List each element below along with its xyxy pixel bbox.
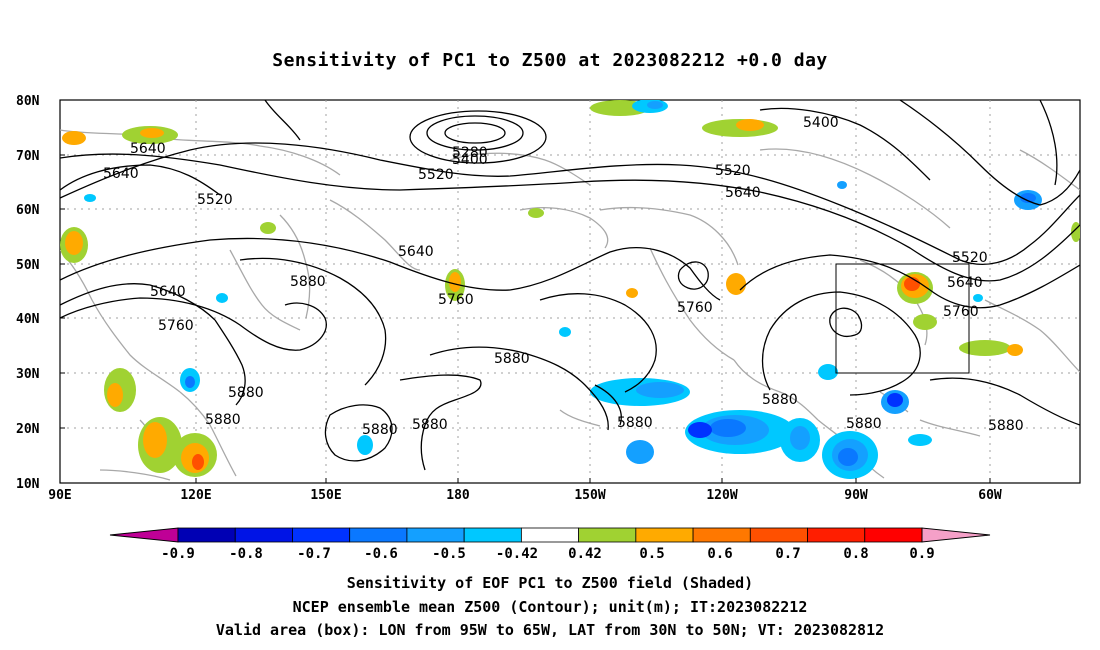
colorbar-cell: [234, 527, 293, 543]
caption-shading: Sensitivity of EOF PC1 to Z500 field (Sh…: [346, 574, 754, 592]
contour-label: 5880: [494, 351, 530, 367]
colorbar-tick-label: -0.8: [229, 546, 263, 562]
colorbar-cell: [520, 527, 580, 543]
coastlines: [60, 129, 1080, 481]
contour-label: 5640: [103, 166, 139, 182]
contour-label: 5520: [952, 250, 988, 266]
contour-label: 5640: [725, 185, 761, 201]
colorbar-left-arrow: [109, 527, 179, 543]
lon-label: 90W: [844, 488, 868, 503]
contour-label: 5760: [943, 304, 979, 320]
lat-label: 60N: [16, 203, 40, 218]
colorbar-tick-label: -0.5: [432, 546, 466, 562]
contour-label: 5880: [412, 417, 448, 433]
contour-label: 5640: [398, 244, 434, 260]
colorbar-tick-label: 0.9: [909, 546, 934, 562]
colorbar-tick-label: 0.42: [568, 546, 602, 562]
contour-label: 5520: [715, 163, 751, 179]
contour-label: 5880: [228, 385, 264, 401]
colorbar-cell: [807, 527, 866, 543]
lon-label: 120W: [706, 488, 737, 503]
colorbar-tick-label: 0.7: [775, 546, 800, 562]
lat-label: 70N: [16, 149, 40, 164]
lat-label: 30N: [16, 367, 40, 382]
colorbar-cell: [177, 527, 236, 543]
colorbar-cell: [463, 527, 522, 543]
contour-label: 5880: [762, 392, 798, 408]
contour-label: 5640: [947, 275, 983, 291]
longitude-labels: 90E 120E 150E 180 150W 120W 90W 60W: [48, 488, 1002, 503]
colorbar-tick-label: -0.9: [161, 546, 195, 562]
lat-label: 10N: [16, 477, 40, 492]
contour-label: 5880: [846, 416, 882, 432]
colorbar-tick-labels: -0.9 -0.8 -0.7 -0.6 -0.5 -0.42 0.42 0.5 …: [161, 546, 935, 562]
colorbar-cell: [406, 527, 465, 543]
caption-valid-area: Valid area (box): LON from 95W to 65W, L…: [215, 621, 885, 639]
colorbar-tick-label: 0.5: [639, 546, 664, 562]
contour-label: 5640: [130, 141, 166, 157]
colorbar-tick-label: 0.8: [843, 546, 868, 562]
contour-label: 5760: [438, 292, 474, 308]
contour-label: 5880: [205, 412, 241, 428]
lon-label: 60W: [978, 488, 1002, 503]
colorbar-tick-label: -0.7: [297, 546, 331, 562]
caption-contour: NCEP ensemble mean Z500 (Contour); unit(…: [292, 598, 808, 616]
colorbar-tick-label: -0.6: [364, 546, 398, 562]
contour-label: 5400: [452, 152, 488, 168]
colorbar-cell: [692, 527, 751, 543]
contour-label: 5880: [362, 422, 398, 438]
lon-label: 180: [446, 488, 470, 503]
contour-label: 5640: [150, 284, 186, 300]
contour-label: 5520: [418, 167, 454, 183]
contour-labels: 5640 5640 5520 5640 5760 5880 5880 5880 …: [103, 115, 1024, 438]
colorbar-cell: [292, 527, 351, 543]
contour-label: 5880: [290, 274, 326, 290]
contour-label: 5400: [803, 115, 839, 131]
lat-label: 80N: [16, 94, 40, 109]
colorbar-cell: [635, 527, 694, 543]
sensitivity-shading: [60, 100, 1080, 479]
gridlines: [60, 100, 1080, 483]
contour-label: 5880: [988, 418, 1024, 434]
contour-label: 5760: [158, 318, 194, 334]
lon-label: 90E: [48, 488, 71, 503]
lat-label: 20N: [16, 422, 40, 437]
z500-contours: [60, 100, 1080, 471]
contour-label: 5520: [197, 192, 233, 208]
latitude-labels: 80N 70N 60N 50N 40N 30N 20N 10N: [16, 94, 40, 492]
lon-label: 150W: [574, 488, 605, 503]
colorbar-cell: [864, 527, 923, 543]
valid-area-box: [835, 263, 970, 374]
contour-label: 5880: [617, 415, 653, 431]
lat-label: 40N: [16, 312, 40, 327]
map-title: Sensitivity of PC1 to Z500 at 2023082212…: [272, 50, 828, 71]
colorbar-cell: [578, 527, 637, 543]
colorbar-right-arrow: [921, 527, 991, 543]
colorbar-tick-label: -0.42: [496, 546, 538, 562]
lon-label: 120E: [180, 488, 211, 503]
colorbar: -0.9 -0.8 -0.7 -0.6 -0.5 -0.42 0.42 0.5 …: [109, 527, 991, 562]
colorbar-cell: [749, 527, 808, 543]
lon-label: 150E: [310, 488, 341, 503]
axis-ticks: [60, 99, 991, 483]
lat-label: 50N: [16, 258, 40, 273]
contour-label: 5760: [677, 300, 713, 316]
colorbar-cell: [349, 527, 408, 543]
colorbar-tick-label: 0.6: [707, 546, 732, 562]
contour-label: 5280: [452, 145, 488, 161]
